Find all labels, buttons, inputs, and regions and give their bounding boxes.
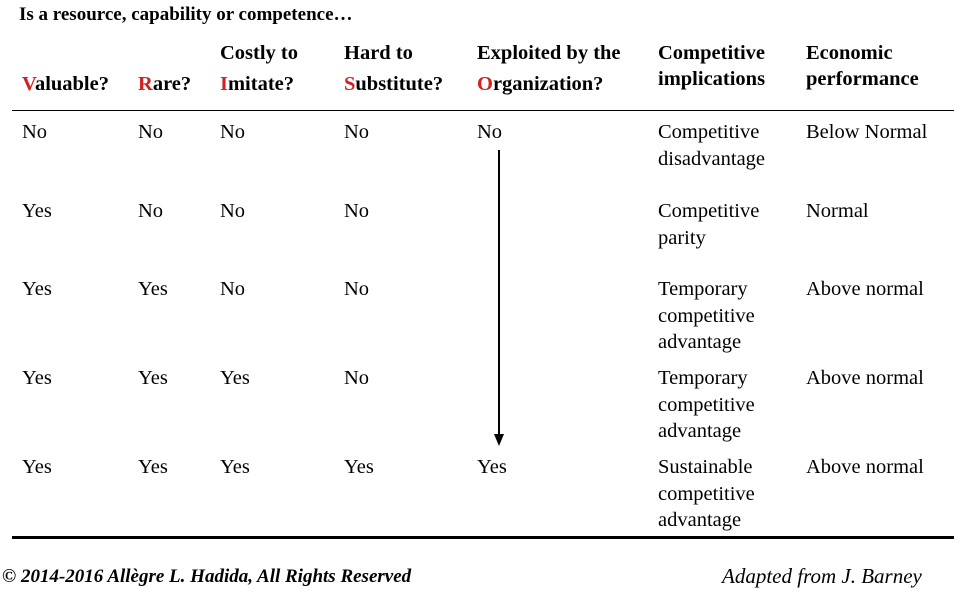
row5-substitute: Yes <box>344 456 374 478</box>
row3-imitate: No <box>220 278 246 300</box>
row4-implications: Temporary competitive advantage <box>658 365 755 445</box>
row5-implications: Sustainable competitive advantage <box>658 454 755 534</box>
row2-imitate: No <box>220 200 246 222</box>
header-valuable: Valuable? <box>22 69 109 100</box>
table-bottom-rule <box>12 536 954 539</box>
row2-valuable: Yes <box>22 200 52 222</box>
page-title: Is a resource, capability or competence… <box>19 4 353 25</box>
header-substitute-rest: ubstitute? <box>355 73 444 95</box>
row5-valuable: Yes <box>22 456 52 478</box>
row3-rare: Yes <box>138 278 168 300</box>
header-implications-line2: implications <box>658 68 766 90</box>
header-organization: Exploited by the Organization? <box>477 38 621 100</box>
row3-performance: Above normal <box>806 278 924 300</box>
header-rare: Rare? <box>138 69 191 100</box>
header-valuable-initial: V <box>22 73 35 95</box>
row3-substitute: No <box>344 278 370 300</box>
row2-rare: No <box>138 200 164 222</box>
row1-implications-line2: disadvantage <box>658 147 766 170</box>
row4-substitute: No <box>344 367 370 389</box>
row5-implications-line3: advantage <box>658 509 742 531</box>
row4-rare: Yes <box>138 367 168 389</box>
header-organization-rest: rganization? <box>492 73 604 95</box>
header-divider <box>12 110 954 111</box>
row2-implications-line2: parity <box>658 226 706 249</box>
row4-implications-line1: Temporary <box>658 367 748 389</box>
down-arrow-line <box>498 150 500 436</box>
row5-organization: Yes <box>477 456 507 478</box>
header-rare-rest: are? <box>152 73 192 95</box>
row1-valuable: No <box>22 121 48 143</box>
header-imitate-rest: mitate? <box>227 73 295 95</box>
header-performance: Economic performance <box>806 40 919 92</box>
header-imitate-initial: I <box>220 73 228 95</box>
row5-implications-line1: Sustainable <box>658 456 753 478</box>
row5-performance: Above normal <box>806 456 924 478</box>
header-imitate: Costly to Imitate? <box>220 38 298 100</box>
header-performance-line1: Economic <box>806 42 893 64</box>
header-organization-line1: Exploited by the <box>477 42 621 64</box>
row1-implications-line1: Competitive <box>658 121 760 143</box>
row1-implications: Competitive disadvantage <box>658 119 765 172</box>
row1-imitate: No <box>220 121 246 143</box>
row1-rare: No <box>138 121 164 143</box>
row4-valuable: Yes <box>22 367 52 389</box>
header-substitute: Hard to Substitute? <box>344 38 443 100</box>
row3-implications-line2: competitive <box>658 304 755 327</box>
header-performance-line2: performance <box>806 68 919 90</box>
header-implications: Competitive implications <box>658 40 765 92</box>
row2-substitute: No <box>344 200 370 222</box>
header-substitute-initial: S <box>344 73 356 95</box>
row3-valuable: Yes <box>22 278 52 300</box>
row3-implications-line1: Temporary <box>658 278 748 300</box>
row1-organization: No <box>477 121 503 143</box>
row2-implications: Competitive parity <box>658 198 759 251</box>
credit-text: Adapted from J. Barney <box>722 564 922 588</box>
row4-performance: Above normal <box>806 367 924 389</box>
header-rare-initial: R <box>138 73 153 95</box>
row4-imitate: Yes <box>220 367 250 389</box>
row5-imitate: Yes <box>220 456 250 478</box>
row5-rare: Yes <box>138 456 168 478</box>
row3-implications-line3: advantage <box>658 331 742 353</box>
header-valuable-rest: aluable? <box>34 73 109 95</box>
row2-performance: Normal <box>806 200 869 222</box>
row1-substitute: No <box>344 121 370 143</box>
header-organization-initial: O <box>477 73 493 95</box>
header-implications-line1: Competitive <box>658 42 766 64</box>
down-arrow-icon <box>494 434 504 446</box>
row4-implications-line2: competitive <box>658 393 755 416</box>
row1-performance: Below Normal <box>806 121 928 143</box>
row3-implications: Temporary competitive advantage <box>658 276 755 356</box>
row4-implications-line3: advantage <box>658 420 742 442</box>
row2-implications-line1: Competitive <box>658 200 760 222</box>
row5-implications-line2: competitive <box>658 482 755 505</box>
header-substitute-line1: Hard to <box>344 42 413 64</box>
copyright-text: © 2014-2016 Allègre L. Hadida, All Right… <box>2 566 412 587</box>
header-imitate-line1: Costly to <box>220 42 299 64</box>
